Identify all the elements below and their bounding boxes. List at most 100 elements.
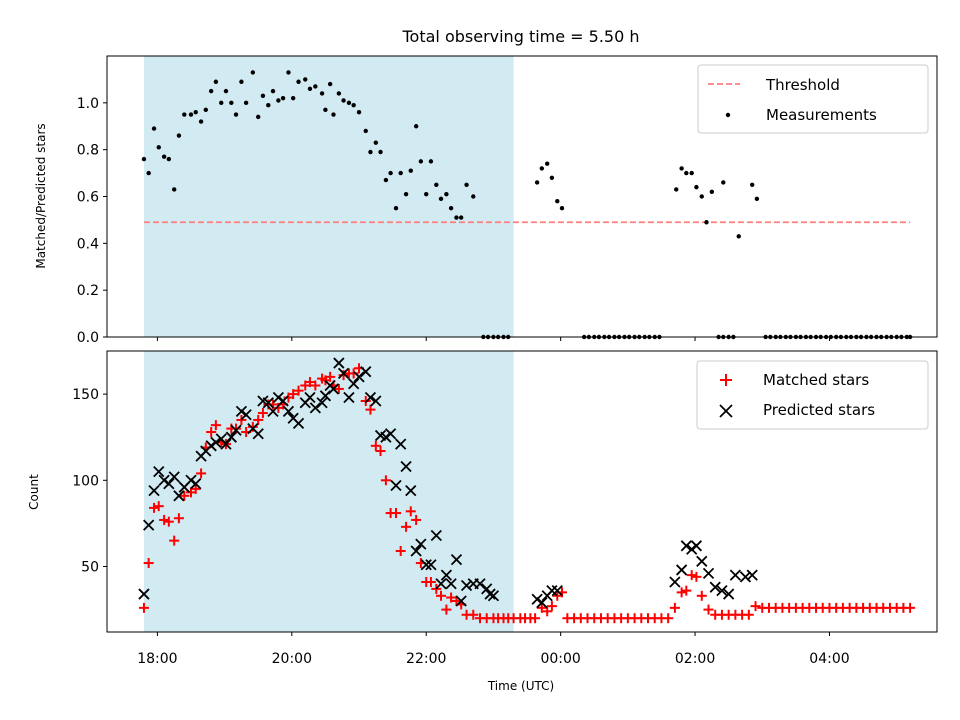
predicted-point xyxy=(343,391,355,404)
predicted-point xyxy=(138,588,150,600)
predicted-point xyxy=(252,428,264,440)
measurement-point xyxy=(448,206,454,211)
matched-point xyxy=(905,602,916,613)
measurement-point xyxy=(303,77,308,82)
x-tick-label: 00:00 xyxy=(540,651,580,667)
predicted-point xyxy=(353,371,365,383)
measurement-point xyxy=(313,84,318,89)
matched-point xyxy=(163,516,174,527)
measurement-point xyxy=(280,95,286,101)
measurement-point xyxy=(694,184,699,190)
measurement-point xyxy=(203,107,208,113)
matched-point xyxy=(530,613,541,624)
predicted-legend-icon xyxy=(719,404,733,418)
y-tick-label: 0.8 xyxy=(77,143,99,159)
matched-point xyxy=(446,592,457,603)
matched-legend-icon xyxy=(720,374,732,386)
measurement-point xyxy=(161,154,167,159)
measurement-point xyxy=(319,91,325,96)
predicted-point xyxy=(410,545,422,557)
matched-point xyxy=(681,585,692,596)
predicted-legend-label: Predicted stars xyxy=(763,401,875,419)
predicted-point xyxy=(675,564,688,576)
y-tick-label: 100 xyxy=(72,473,99,489)
threshold-legend-label: Threshold xyxy=(765,76,840,94)
bottom-y-axis-label: Count xyxy=(27,474,41,510)
measurement-point xyxy=(229,100,234,106)
matched-point xyxy=(206,427,217,438)
measurement-point xyxy=(266,102,271,108)
predicted-point xyxy=(277,395,289,407)
matched-point xyxy=(169,535,180,546)
measurement-point xyxy=(699,194,704,199)
measurement-point xyxy=(363,128,368,134)
measurement-point xyxy=(141,156,147,162)
measurement-point xyxy=(172,187,177,192)
x-tick-label: 20:00 xyxy=(272,651,312,667)
predicted-point xyxy=(304,391,316,404)
matched-point xyxy=(173,513,184,524)
predicted-point xyxy=(450,553,463,566)
matched-point xyxy=(686,570,697,581)
matched-point xyxy=(153,501,164,512)
x-tick-label: 18:00 xyxy=(137,651,177,667)
x-tick-label: 22:00 xyxy=(406,651,446,667)
matched-point xyxy=(288,389,299,400)
predicted-point xyxy=(143,519,155,531)
measurement-point xyxy=(198,119,204,124)
chart-title: Total observing time = 5.50 h xyxy=(401,27,639,46)
measurement-point xyxy=(270,88,276,94)
matched-point xyxy=(380,475,391,486)
top-legend-box xyxy=(697,64,929,134)
measurement-point xyxy=(327,81,333,87)
predicted-point xyxy=(415,538,427,550)
predicted-point xyxy=(163,478,175,490)
matched-point xyxy=(696,590,707,601)
measurement-point xyxy=(351,102,356,108)
matched-point xyxy=(390,508,401,519)
matched-point xyxy=(179,490,190,501)
matched-point xyxy=(405,506,416,517)
measurement-point xyxy=(559,206,565,211)
matched-point xyxy=(750,601,761,612)
predicted-point xyxy=(153,466,165,478)
measurement-point xyxy=(721,180,726,185)
matched-point xyxy=(468,609,479,620)
measurement-point xyxy=(188,112,194,117)
measurement-point xyxy=(413,124,419,129)
measurement-point xyxy=(545,161,550,166)
predicted-point xyxy=(384,428,397,440)
measurements-legend-icon xyxy=(725,112,731,118)
y-tick-label: 1.0 xyxy=(77,96,99,112)
measurement-point xyxy=(146,170,151,176)
measurement-point xyxy=(709,189,715,195)
measurement-point xyxy=(749,182,755,187)
measurement-point xyxy=(549,175,555,180)
bottom-panel: 50 100 150 Count Matched stars Predicted s… xyxy=(27,350,938,636)
predicted-point xyxy=(360,366,372,378)
predicted-point xyxy=(420,559,432,571)
measurement-point xyxy=(539,166,545,171)
measurement-point xyxy=(458,215,464,220)
measurement-point xyxy=(151,126,157,131)
measurement-point xyxy=(403,191,409,197)
predicted-point xyxy=(474,578,486,590)
predicted-point xyxy=(546,584,558,597)
y-tick-label: 50 xyxy=(81,559,99,575)
series-matched-stars xyxy=(138,363,916,624)
predicted-point xyxy=(316,397,328,409)
predicted-point xyxy=(425,559,437,571)
bottom-legend-box xyxy=(696,360,929,430)
measurement-point xyxy=(393,206,399,211)
predicted-point xyxy=(262,397,274,409)
matched-legend-label: Matched stars xyxy=(763,371,869,389)
matched-point xyxy=(293,385,304,396)
predicted-point xyxy=(484,588,496,600)
predicted-point xyxy=(225,431,237,443)
matched-point xyxy=(325,371,336,382)
measurement-point xyxy=(341,98,346,103)
top-panel: 0.0 0.2 0.4 0.6 0.8 1.0 Matched/Predicted sta… xyxy=(34,55,938,346)
matched-point xyxy=(304,377,315,388)
measurement-point xyxy=(193,110,198,115)
